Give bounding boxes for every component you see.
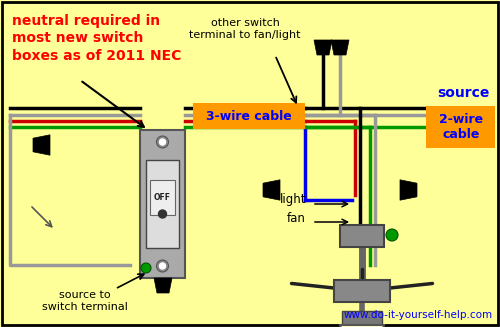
Text: 3-wire cable: 3-wire cable — [206, 110, 292, 123]
FancyBboxPatch shape — [193, 103, 305, 129]
FancyBboxPatch shape — [426, 106, 495, 148]
Bar — [140, 130, 185, 278]
Text: neutral required in
most new switch
boxes as of 2011 NEC: neutral required in most new switch boxe… — [12, 14, 181, 62]
Polygon shape — [340, 325, 384, 327]
Circle shape — [158, 210, 166, 218]
Circle shape — [386, 229, 398, 241]
Text: 2-wire
cable: 2-wire cable — [439, 113, 483, 141]
Text: www.do-it-yourself-help.com: www.do-it-yourself-help.com — [344, 310, 493, 320]
Bar — [342, 311, 382, 325]
Text: source to
switch terminal: source to switch terminal — [42, 290, 128, 312]
Text: light: light — [280, 194, 306, 206]
Text: OFF: OFF — [154, 193, 171, 201]
Bar — [150, 180, 175, 215]
Circle shape — [160, 263, 166, 269]
Polygon shape — [314, 40, 332, 55]
Polygon shape — [33, 135, 50, 155]
Polygon shape — [400, 180, 417, 200]
Bar — [146, 160, 179, 248]
Polygon shape — [331, 40, 349, 55]
Bar — [340, 225, 384, 247]
Circle shape — [141, 263, 151, 273]
Circle shape — [156, 260, 168, 272]
Polygon shape — [154, 278, 172, 293]
Bar — [334, 280, 390, 302]
Text: other switch
terminal to fan/light: other switch terminal to fan/light — [189, 18, 301, 40]
Polygon shape — [263, 180, 280, 200]
Circle shape — [156, 136, 168, 148]
Circle shape — [160, 139, 166, 145]
Text: source: source — [437, 86, 489, 100]
Text: fan: fan — [287, 212, 306, 225]
